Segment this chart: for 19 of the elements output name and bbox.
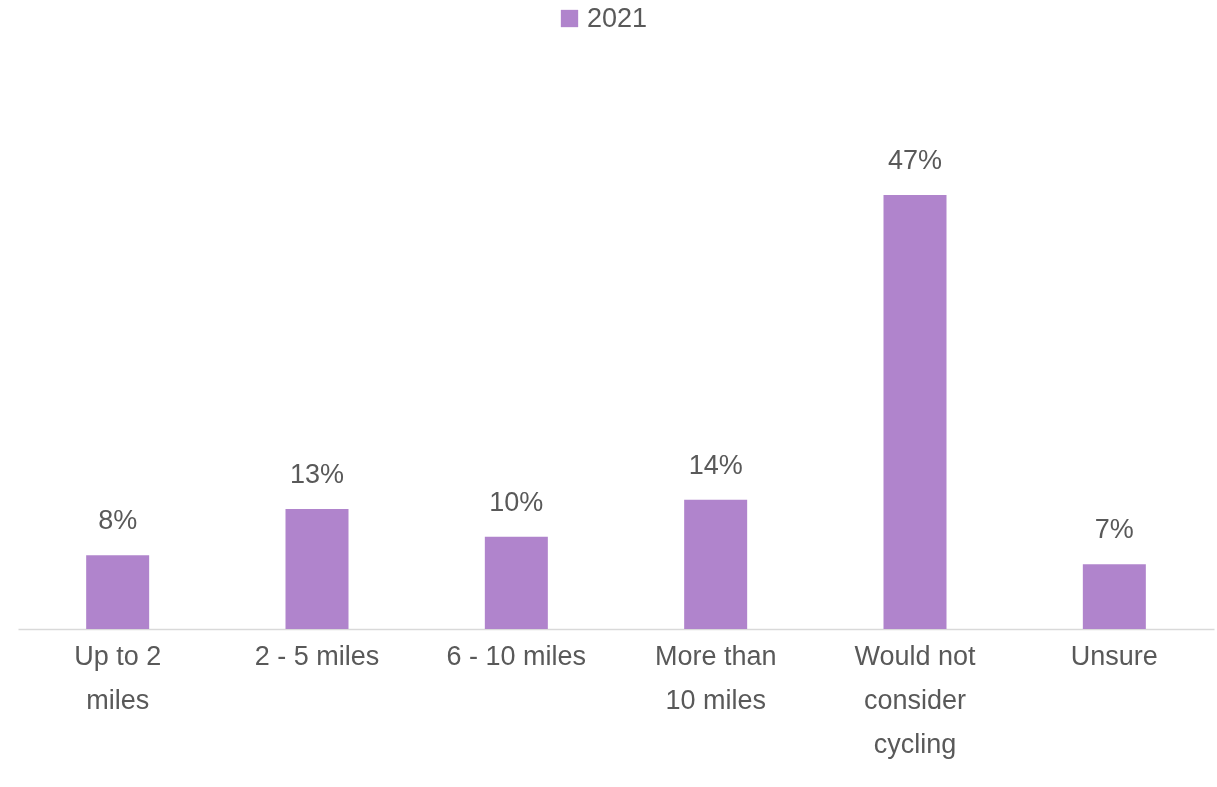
data-label: 10% (489, 486, 544, 517)
bar (86, 555, 150, 629)
data-label: 47% (887, 145, 943, 175)
x-tick-label: 2 - 5 miles (254, 640, 380, 671)
bar (1082, 564, 1146, 629)
x-tick-label: Unsure (1070, 640, 1158, 671)
bar (285, 508, 349, 629)
x-tick-label: Would not consider cycling (854, 640, 977, 759)
legend-label: 2021 (587, 2, 648, 33)
bar (484, 536, 548, 629)
x-tick-label: Up to 2 miles (74, 640, 162, 715)
data-label: 7% (1094, 514, 1134, 545)
bar (883, 195, 947, 629)
x-tick-label: More than 10 miles (654, 640, 777, 715)
x-tick-label: 6 - 10 miles (446, 640, 587, 671)
data-label: 14% (688, 449, 743, 480)
bar (684, 499, 748, 629)
data-label: 8% (98, 505, 138, 536)
data-label: 13% (289, 458, 345, 489)
